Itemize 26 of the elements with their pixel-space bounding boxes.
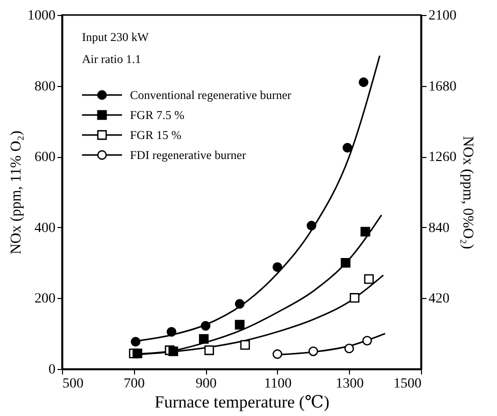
x-tick-label: 1500 [394,376,422,392]
y2-tick-label: 840 [428,220,450,236]
legend-label: FGR 7.5 % [130,108,184,122]
x-tick-label: 1300 [336,376,364,392]
legend-label: FGR 15 % [130,128,182,142]
y-tick-label: 0 [48,362,56,378]
annotation: Input 230 kW [82,30,150,44]
y-tick-label: 600 [34,150,56,166]
y-tick-label: 200 [34,292,56,307]
y2-tick-label: 1680 [428,79,456,94]
y-tick-label: 800 [34,79,56,94]
annotation: Air ratio 1.1 [82,52,141,66]
x-tick-label: 500 [62,376,84,392]
y-tick-label: 1000 [28,8,56,24]
y-tick-label: 400 [34,220,56,236]
y2-axis-title: NOx (ppm, 0%O₂) [460,136,476,250]
x-tick-label: 700 [124,376,145,392]
legend-label: Conventional regenerative burner [130,88,292,102]
legend-label: FDI regenerative burner [130,148,246,162]
y2-tick-label: 1260 [428,150,456,166]
x-tick-label: 1100 [264,376,292,392]
y2-tick-label: 420 [428,292,450,307]
y2-tick-label: 2100 [428,8,456,24]
y-axis-title: NOx (ppm, 11% O₂) [8,130,24,254]
x-axis-title: Furnace temperature (℃) [154,392,330,412]
x-tick-label: 900 [196,376,217,392]
